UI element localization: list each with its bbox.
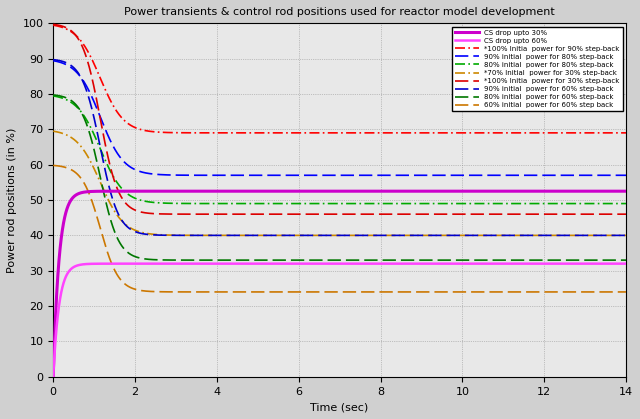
Legend: CS drop upto 30%, CS drop upto 60%, *100% Initia  power for 90% step-back, 90% i: CS drop upto 30%, CS drop upto 60%, *100…: [452, 27, 623, 111]
X-axis label: Time (sec): Time (sec): [310, 402, 369, 412]
Title: Power transients & control rod positions used for reactor model development: Power transients & control rod positions…: [124, 7, 555, 17]
Y-axis label: Power rod positions (in %): Power rod positions (in %): [7, 127, 17, 273]
